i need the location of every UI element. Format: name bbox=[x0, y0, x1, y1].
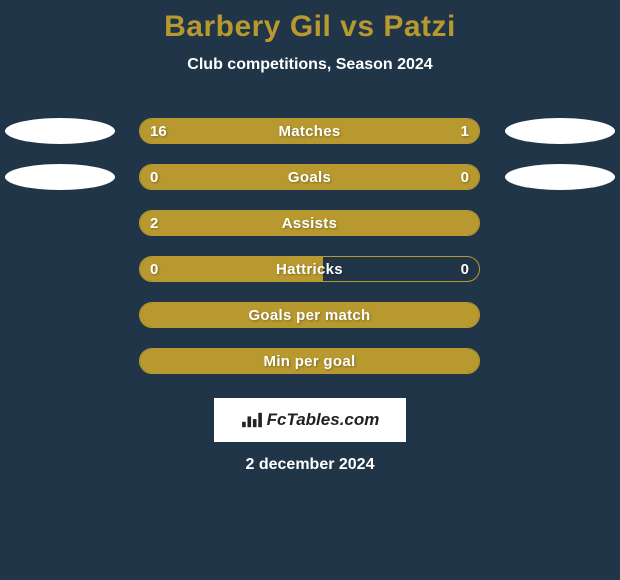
page-title: Barbery Gil vs Patzi bbox=[0, 0, 620, 44]
stat-bar-track: Goals per match bbox=[139, 302, 480, 328]
stat-label: Assists bbox=[140, 211, 479, 236]
stat-value-left: 0 bbox=[150, 165, 158, 190]
player-right-marker bbox=[505, 164, 615, 190]
date-line: 2 december 2024 bbox=[0, 456, 620, 474]
stat-label: Goals per match bbox=[140, 303, 479, 328]
stat-value-left: 2 bbox=[150, 211, 158, 236]
stat-row: Goals0 0 bbox=[0, 164, 620, 190]
logo-text: FcTables.com bbox=[267, 410, 380, 430]
stat-bar-track: Matches16 1 bbox=[139, 118, 480, 144]
comparison-chart: Matches161Goals00Assists2Hattricks00Goal… bbox=[0, 118, 620, 394]
stat-value-left: 16 bbox=[150, 119, 167, 144]
player-right-marker bbox=[505, 118, 615, 144]
stat-label: Goals bbox=[140, 165, 479, 190]
player-left-marker bbox=[5, 164, 115, 190]
stat-label: Matches bbox=[140, 119, 479, 144]
stat-bar-track: Assists2 bbox=[139, 210, 480, 236]
stat-row: Goals per match bbox=[0, 302, 620, 328]
stat-label: Min per goal bbox=[140, 349, 479, 374]
logo-brand: FcTables.com bbox=[241, 410, 380, 430]
stat-value-right: 1 bbox=[461, 119, 469, 144]
logo-box: FcTables.com bbox=[214, 398, 406, 442]
stat-value-right: 0 bbox=[461, 257, 469, 282]
player-left-marker bbox=[5, 118, 115, 144]
stat-bar-track: Goals0 0 bbox=[139, 164, 480, 190]
bars-icon bbox=[241, 411, 263, 429]
stat-label: Hattricks bbox=[140, 257, 479, 282]
stat-value-right: 0 bbox=[461, 165, 469, 190]
stat-row: Hattricks0 0 bbox=[0, 256, 620, 282]
stat-row: Assists2 bbox=[0, 210, 620, 236]
stat-row: Matches16 1 bbox=[0, 118, 620, 144]
stat-value-left: 0 bbox=[150, 257, 158, 282]
page-subtitle: Club competitions, Season 2024 bbox=[0, 56, 620, 74]
stat-bar-track: Min per goal bbox=[139, 348, 480, 374]
stat-row: Min per goal bbox=[0, 348, 620, 374]
stat-bar-track: Hattricks0 0 bbox=[139, 256, 480, 282]
